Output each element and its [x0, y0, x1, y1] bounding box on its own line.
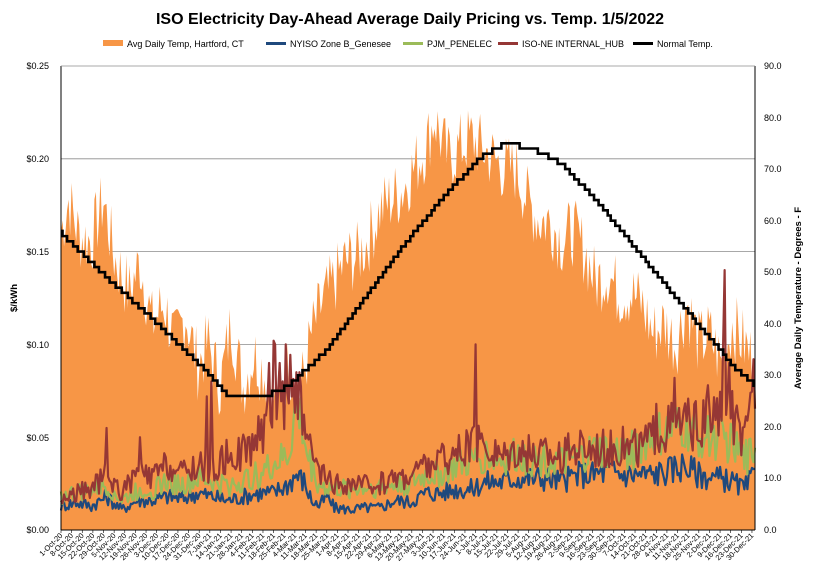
axes: [60, 65, 756, 531]
legend-swatch-temp: [103, 40, 123, 46]
y-right-tick-label: 70.0: [764, 164, 782, 174]
y-left-tick-label: $0.00: [26, 525, 49, 535]
y-right-tick-label: 40.0: [764, 319, 782, 329]
isone-line: [60, 269, 757, 505]
y-axis-right-title: Average Daily Temperature - Degrees - F: [793, 207, 804, 389]
y-right-tick-label: 0.0: [764, 525, 777, 535]
y-right-tick-label: 60.0: [764, 216, 782, 226]
y-right-tick-label: 10.0: [764, 473, 782, 483]
temp-area: [61, 110, 755, 531]
y-axis-left-title: $/kWh: [9, 284, 20, 312]
legend-swatch-normal: [633, 42, 653, 45]
legend-label-temp: Avg Daily Temp, Hartford, CT: [127, 39, 244, 49]
y-axis-left-ticks: $0.00 $0.05 $0.10 $0.15 $0.20 $0.25: [26, 61, 49, 535]
y-right-tick-label: 80.0: [764, 113, 782, 123]
y-right-tick-label: 90.0: [764, 61, 782, 71]
temp-area-layer: [61, 110, 755, 531]
legend-label-nyiso: NYISO Zone B_Genesee: [290, 39, 391, 49]
y-left-tick-label: $0.25: [26, 61, 49, 71]
legend-label-isone: ISO-NE INTERNAL_HUB: [522, 39, 624, 49]
x-axis-tick-labels: 1-Oct-208-Oct-2015-Oct-2022-Oct-2029-Oct…: [37, 530, 755, 563]
nyiso-line: [59, 453, 756, 515]
normal-temp-line: [61, 142, 755, 398]
price-lines-layer: [59, 142, 757, 515]
legend-label-pjm: PJM_PENELEC: [427, 39, 493, 49]
y-right-tick-label: 50.0: [764, 267, 782, 277]
y-right-tick-label: 30.0: [764, 370, 782, 380]
legend-swatch-isone: [498, 42, 518, 45]
y-right-tick-label: 20.0: [764, 422, 782, 432]
chart-title: ISO Electricity Day-Ahead Average Daily …: [156, 11, 664, 28]
y-axis-right-ticks: 0.0 10.0 20.0 30.0 40.0 50.0 60.0 70.0 8…: [764, 61, 782, 535]
y-left-tick-label: $0.15: [26, 247, 49, 257]
y-left-tick-label: $0.20: [26, 154, 49, 164]
legend: Avg Daily Temp, Hartford, CT NYISO Zone …: [103, 39, 713, 49]
y-left-tick-label: $0.05: [26, 433, 49, 443]
legend-swatch-pjm: [403, 42, 423, 45]
legend-label-normal: Normal Temp.: [657, 39, 713, 49]
legend-swatch-nyiso: [266, 42, 286, 45]
y-left-tick-label: $0.10: [26, 340, 49, 350]
